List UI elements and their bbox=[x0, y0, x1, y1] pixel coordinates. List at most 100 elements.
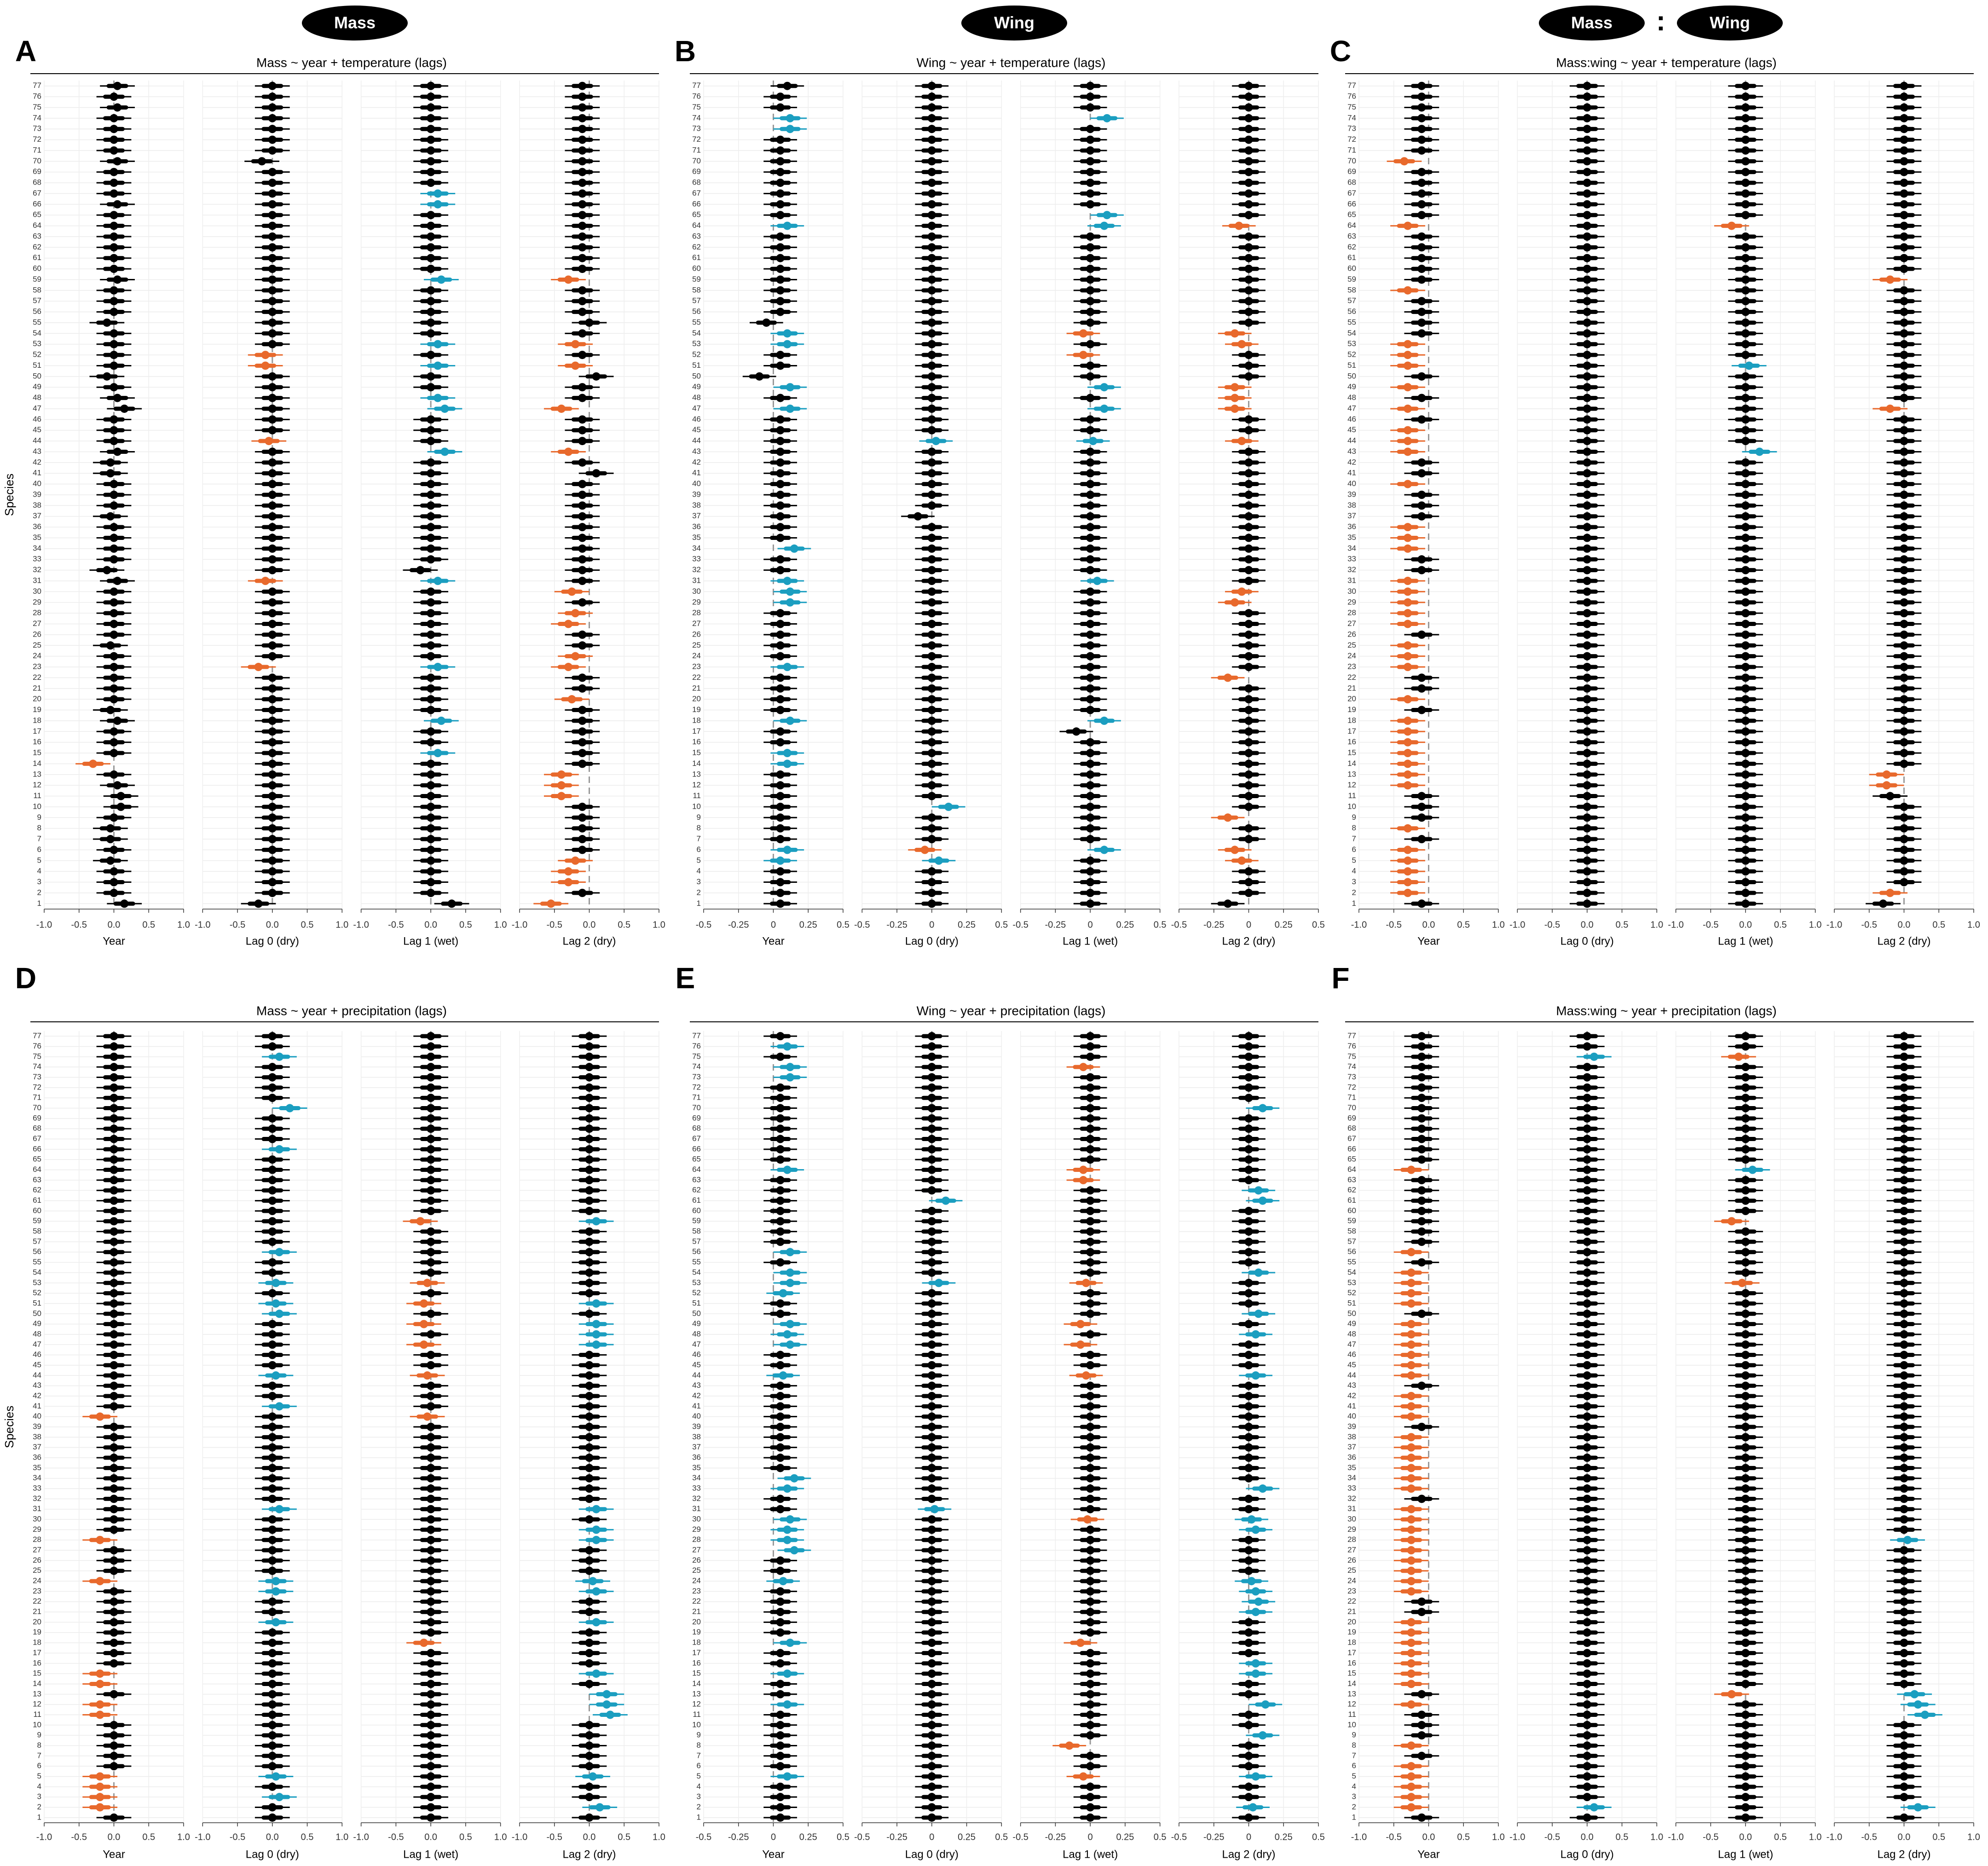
species-label: 52 bbox=[33, 350, 41, 359]
estimate-point bbox=[1244, 93, 1253, 101]
estimate-point bbox=[776, 491, 785, 499]
estimate-point bbox=[268, 1032, 277, 1041]
estimate-point bbox=[1086, 447, 1095, 456]
species-label: 62 bbox=[33, 243, 41, 251]
species-label: 38 bbox=[33, 501, 41, 510]
x-tick-label: 0.5 bbox=[1616, 920, 1629, 930]
estimate-point bbox=[578, 824, 587, 833]
species-label: 72 bbox=[692, 135, 701, 144]
species-label: 47 bbox=[33, 404, 41, 412]
estimate-point bbox=[776, 415, 785, 424]
estimate-point bbox=[1237, 587, 1246, 596]
estimate-point bbox=[96, 1793, 104, 1802]
estimate-point bbox=[1417, 469, 1426, 478]
estimate-point bbox=[1900, 555, 1908, 564]
estimate-point bbox=[1741, 125, 1750, 133]
estimate-point bbox=[571, 609, 580, 618]
species-label: 69 bbox=[33, 1113, 41, 1122]
estimate-point bbox=[110, 168, 118, 176]
estimate-point bbox=[1417, 265, 1426, 273]
species-label: 40 bbox=[33, 479, 41, 488]
estimate-point bbox=[96, 1577, 104, 1586]
estimate-point bbox=[1417, 706, 1426, 714]
estimate-point bbox=[1244, 630, 1253, 639]
species-label: 44 bbox=[33, 436, 41, 445]
species-label: 12 bbox=[692, 781, 701, 789]
estimate-point bbox=[427, 738, 435, 747]
estimate-point bbox=[110, 727, 118, 736]
species-label: 32 bbox=[692, 565, 701, 574]
x-tick-label: 0 bbox=[1088, 920, 1093, 930]
species-label: 54 bbox=[33, 329, 41, 337]
estimate-point bbox=[776, 738, 785, 747]
estimate-point bbox=[1741, 781, 1750, 790]
estimate-point bbox=[268, 1536, 277, 1544]
species-label: 53 bbox=[33, 339, 41, 348]
estimate-point bbox=[1583, 620, 1591, 628]
estimate-point bbox=[578, 383, 587, 392]
estimate-point bbox=[1900, 146, 1908, 155]
estimate-point bbox=[578, 566, 587, 574]
estimate-point bbox=[776, 458, 785, 467]
estimate-point bbox=[268, 211, 277, 220]
species-label: 45 bbox=[692, 425, 701, 434]
estimate-point bbox=[1900, 361, 1908, 370]
estimate-point bbox=[1583, 652, 1591, 661]
estimate-point bbox=[1900, 673, 1908, 682]
estimate-point bbox=[113, 716, 122, 725]
estimate-point bbox=[110, 265, 118, 273]
estimate-point bbox=[1086, 555, 1095, 564]
estimate-point bbox=[268, 555, 277, 564]
estimate-point bbox=[1244, 469, 1253, 478]
estimate-point bbox=[776, 168, 785, 176]
species-label: 27 bbox=[33, 1546, 41, 1554]
estimate-point bbox=[110, 1649, 118, 1657]
species-label: 35 bbox=[692, 533, 701, 542]
estimate-point bbox=[1741, 275, 1750, 284]
estimate-point bbox=[268, 566, 277, 574]
estimate-point bbox=[110, 1124, 118, 1133]
estimate-point bbox=[1900, 394, 1908, 402]
estimate-point bbox=[1417, 81, 1426, 90]
estimate-point bbox=[1244, 609, 1253, 618]
estimate-point bbox=[427, 888, 435, 897]
estimate-point bbox=[1404, 480, 1412, 488]
estimate-point bbox=[116, 792, 125, 800]
estimate-point bbox=[1900, 286, 1908, 295]
species-label: 14 bbox=[33, 759, 41, 768]
estimate-point bbox=[1417, 275, 1426, 284]
estimate-point bbox=[1417, 135, 1426, 144]
bird-icon bbox=[1677, 6, 1783, 41]
estimate-point bbox=[272, 1772, 280, 1781]
estimate-point bbox=[927, 609, 936, 618]
estimate-point bbox=[110, 1721, 118, 1729]
estimate-point bbox=[268, 1484, 277, 1493]
estimate-point bbox=[427, 781, 435, 790]
estimate-point bbox=[427, 426, 435, 435]
estimate-point bbox=[776, 297, 785, 306]
estimate-point bbox=[1244, 265, 1253, 273]
estimate-point bbox=[1086, 394, 1095, 402]
species-label: 10 bbox=[692, 802, 701, 811]
estimate-point bbox=[110, 1628, 118, 1637]
estimate-point bbox=[1244, 415, 1253, 424]
estimate-point bbox=[927, 361, 936, 370]
estimate-point bbox=[578, 254, 587, 262]
x-axis-label: Lag 1 (wet) bbox=[1063, 935, 1118, 947]
estimate-point bbox=[1086, 372, 1095, 381]
estimate-point bbox=[1583, 749, 1591, 758]
estimate-point bbox=[110, 1495, 118, 1503]
estimate-point bbox=[427, 878, 435, 887]
species-label: 68 bbox=[692, 178, 701, 187]
estimate-point bbox=[1086, 135, 1095, 144]
estimate-point bbox=[1741, 544, 1750, 553]
estimate-point bbox=[427, 254, 435, 262]
x-tick-label: -0.5 bbox=[696, 920, 711, 930]
estimate-point bbox=[1417, 673, 1426, 682]
estimate-point bbox=[427, 555, 435, 564]
estimate-point bbox=[1900, 824, 1908, 833]
species-label: 1 bbox=[697, 899, 701, 908]
estimate-point bbox=[1400, 157, 1409, 166]
estimate-point bbox=[1583, 469, 1591, 478]
estimate-point bbox=[1244, 361, 1253, 370]
